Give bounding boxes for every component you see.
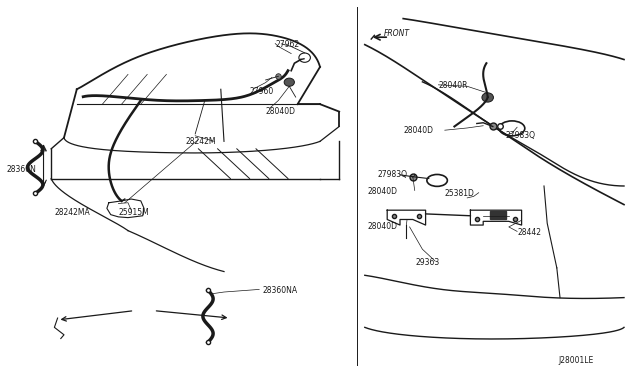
Text: 28442: 28442 [517, 228, 541, 237]
Text: 28040D: 28040D [368, 222, 398, 231]
Text: 25915M: 25915M [118, 208, 149, 217]
Text: 28360N: 28360N [6, 165, 36, 174]
Text: 27983Q: 27983Q [378, 170, 408, 179]
Text: 25381D: 25381D [445, 189, 475, 198]
Text: 28040D: 28040D [403, 126, 433, 135]
Polygon shape [490, 211, 506, 219]
Text: 29363: 29363 [416, 258, 440, 267]
Text: J28001LE: J28001LE [558, 356, 593, 365]
Ellipse shape [284, 78, 294, 86]
Text: 27960: 27960 [250, 87, 274, 96]
Text: 27983Q: 27983Q [506, 131, 536, 140]
Text: FRONT: FRONT [384, 29, 410, 38]
Text: 28242M: 28242M [186, 137, 216, 146]
Text: 28242MA: 28242MA [54, 208, 90, 217]
Text: 28040D: 28040D [368, 187, 398, 196]
Text: 27962: 27962 [275, 40, 300, 49]
Ellipse shape [482, 93, 493, 102]
Text: 28040D: 28040D [266, 107, 296, 116]
Text: 28040R: 28040R [438, 81, 468, 90]
Text: 28360NA: 28360NA [262, 286, 298, 295]
